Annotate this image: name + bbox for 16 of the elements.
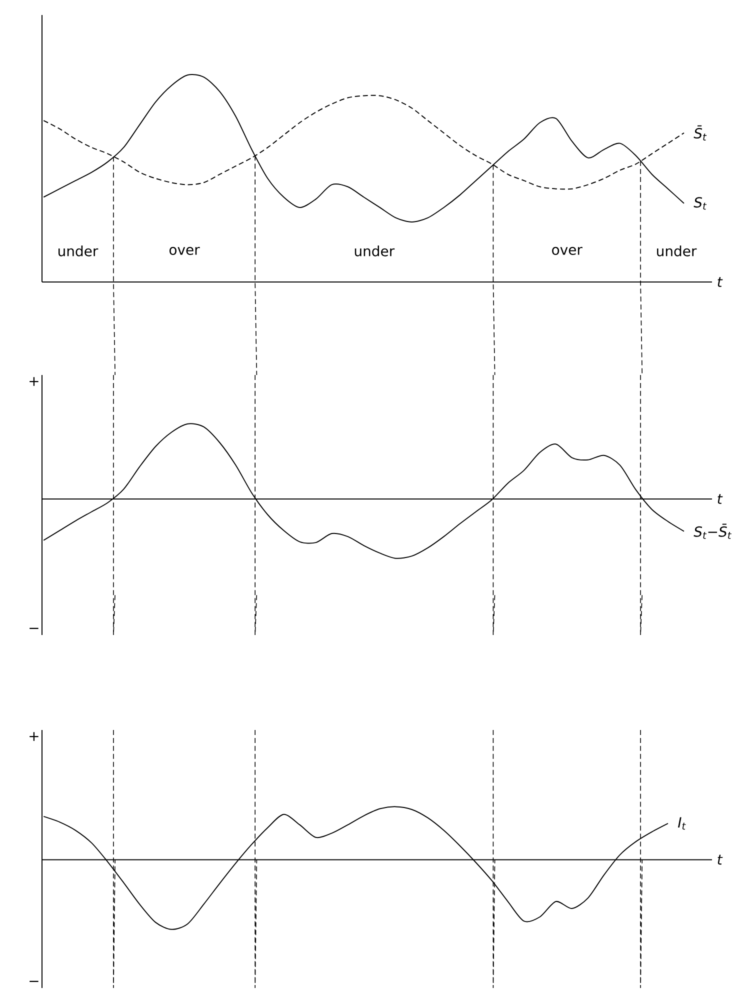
annotation: over [552,246,582,255]
series-label: S$_{t}$ [694,197,707,210]
annotation: under [58,246,98,256]
annotation: over [169,246,200,255]
text: + [30,732,38,741]
x-axis-title: t [718,854,723,865]
x-axis-title: t [718,494,723,504]
series-label: I$_{t}$ [678,817,686,830]
text: − [30,980,38,982]
annotation: under [354,246,395,256]
series-label: S$_{t}$−S̄$_{t}$ [694,524,732,539]
annotation: under [657,246,697,256]
series-label: S̄$_{t}$ [694,125,707,141]
x-axis-title: t [718,277,723,287]
text: − [30,628,38,629]
text: + [30,377,38,386]
